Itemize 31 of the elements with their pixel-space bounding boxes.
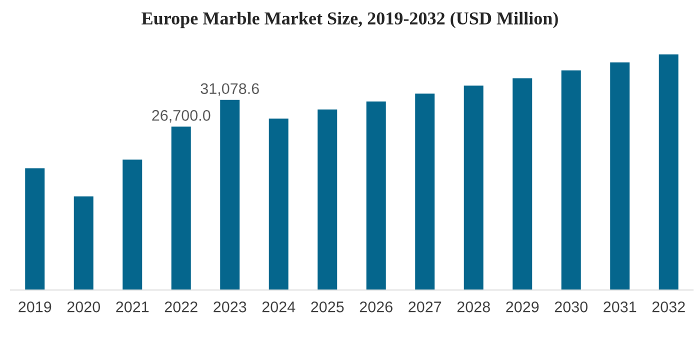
x-tick-label: 2032 xyxy=(652,302,685,312)
x-tick-label: 2028 xyxy=(457,302,490,312)
bar xyxy=(268,118,288,290)
chart-title: Europe Marble Market Size, 2019-2032 (USD Million) xyxy=(142,12,558,28)
bar xyxy=(464,86,484,290)
bar xyxy=(74,196,94,290)
x-tick-label: 2020 xyxy=(67,302,100,312)
data-label: 26,700.0 xyxy=(152,110,210,123)
x-tick-label: 2022 xyxy=(164,302,198,312)
bar xyxy=(610,62,630,290)
x-tick-label: 2026 xyxy=(360,302,392,312)
bar xyxy=(318,109,338,290)
bar xyxy=(512,78,532,290)
x-tick-label: 2024 xyxy=(262,302,296,312)
x-tick-label: 2031 xyxy=(604,302,636,312)
bar xyxy=(561,70,581,290)
bar xyxy=(658,54,678,290)
x-tick-label: 2019 xyxy=(18,302,52,312)
bar xyxy=(415,94,435,290)
x-tick-label: 2030 xyxy=(554,302,588,312)
x-tick-label: 2023 xyxy=(214,302,246,312)
x-tick-label: 2027 xyxy=(408,302,442,312)
x-tick-label: 2025 xyxy=(311,302,344,312)
x-tick-label: 2029 xyxy=(506,302,539,312)
bar xyxy=(25,168,45,290)
data-label: 31,078.6 xyxy=(200,83,259,96)
bar xyxy=(366,102,386,290)
bar xyxy=(122,160,142,290)
x-tick-label: 2021 xyxy=(116,302,149,312)
bar xyxy=(220,100,240,290)
bar xyxy=(171,126,191,290)
